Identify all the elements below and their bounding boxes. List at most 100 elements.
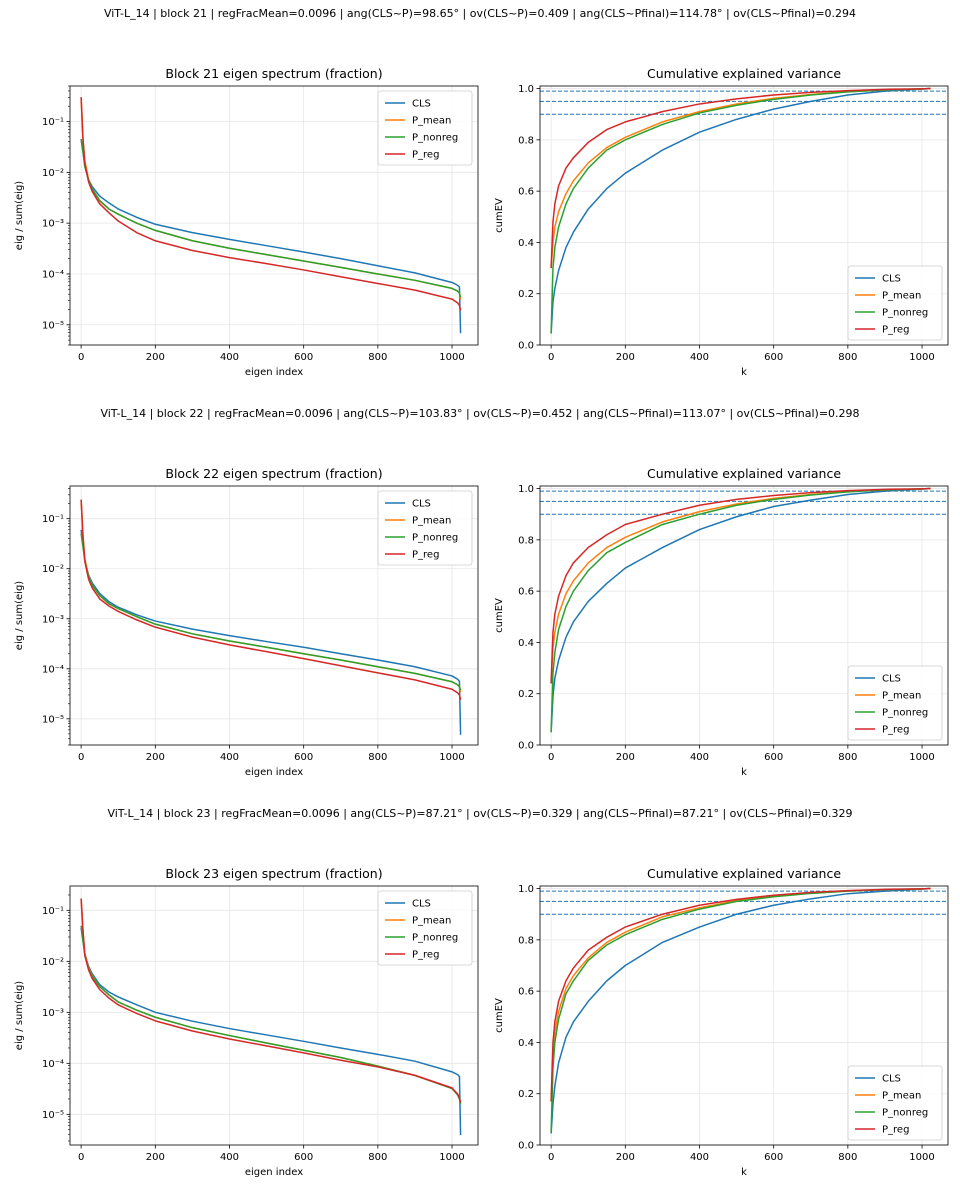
y-tick-label: 0.6 (518, 987, 534, 998)
y-tick-label: 10⁻³ (42, 614, 64, 625)
legend-label: P_reg (882, 725, 909, 736)
x-tick-label: 0 (548, 752, 554, 763)
legend-label: P_mean (882, 1091, 921, 1102)
panel-title: Cumulative explained variance (647, 66, 841, 81)
x-tick-label: 600 (764, 1152, 783, 1163)
x-tick-label: 200 (616, 1152, 635, 1163)
y-tick-label: 0.4 (518, 238, 534, 249)
x-tick-label: 800 (838, 352, 857, 363)
x-tick-label: 800 (838, 752, 857, 763)
block-row-21: ViT-L_14 | block 21 | regFracMean=0.0096… (14, 7, 949, 378)
x-axis-label: k (741, 767, 747, 778)
legend: CLS P_mean P_nonreg P_reg (377, 890, 473, 966)
series-line-p-reg (80, 898, 462, 1103)
x-tick-label: 1000 (439, 1152, 464, 1163)
x-tick-label: 0 (78, 752, 84, 763)
y-tick-label: 10⁻⁵ (42, 1110, 64, 1121)
legend-label: P_mean (412, 916, 451, 927)
x-tick-label: 400 (690, 1152, 709, 1163)
y-tick-label: 0.4 (518, 638, 534, 649)
y-axis-label: cumEV (494, 198, 505, 233)
panel-title: Cumulative explained variance (647, 466, 841, 481)
legend: CLS P_mean P_nonreg P_reg (847, 265, 943, 341)
series-line-cls (80, 139, 462, 334)
series-line-p-reg (550, 887, 931, 1102)
panel-title: Block 21 eigen spectrum (fraction) (165, 66, 382, 81)
x-tick-label: 600 (294, 352, 313, 363)
legend: CLS P_mean P_nonreg P_reg (847, 665, 943, 741)
legend-box (847, 265, 943, 341)
y-tick-label: 0.4 (518, 1038, 534, 1049)
legend-box (847, 1065, 943, 1141)
x-tick-label: 800 (838, 1152, 857, 1163)
x-tick-label: 0 (548, 352, 554, 363)
x-tick-label: 800 (368, 1152, 387, 1163)
x-tick-label: 200 (146, 1152, 165, 1163)
x-tick-label: 200 (146, 352, 165, 363)
legend-label: P_mean (412, 116, 451, 127)
x-tick-label: 1000 (909, 1152, 934, 1163)
x-tick-label: 600 (294, 752, 313, 763)
series-line-p-reg (550, 87, 931, 269)
x-tick-label: 200 (146, 752, 165, 763)
x-axis-label: eigen index (245, 367, 303, 378)
y-tick-label: 0.2 (518, 289, 534, 300)
block-row-23: ViT-L_14 | block 23 | regFracMean=0.0096… (14, 807, 949, 1178)
y-tick-label: 0.2 (518, 689, 534, 700)
x-tick-label: 1000 (909, 352, 934, 363)
y-tick-label: 10⁻¹ (42, 514, 64, 525)
x-tick-label: 400 (220, 752, 239, 763)
legend-box (847, 665, 943, 741)
x-tick-label: 200 (616, 352, 635, 363)
legend-label: P_reg (412, 550, 439, 561)
y-tick-label: 0.6 (518, 587, 534, 598)
x-tick-label: 0 (78, 352, 84, 363)
y-tick-label: 0.0 (518, 741, 534, 752)
legend-label: CLS (412, 99, 431, 110)
x-tick-label: 200 (616, 752, 635, 763)
eigen-spectrum-panel: 0 200 400 600 800 1000 10⁻⁵ 10⁻⁴ 10⁻³ 10⁻² 10⁻¹ Blo… (14, 866, 479, 1178)
series-line-p-reg (550, 487, 931, 684)
x-tick-label: 600 (764, 352, 783, 363)
series-group (550, 887, 931, 1134)
panel-title: Block 22 eigen spectrum (fraction) (165, 466, 382, 481)
suptitle: ViT-L_14 | block 23 | regFracMean=0.0096… (107, 807, 852, 820)
legend: CLS P_mean P_nonreg P_reg (847, 1065, 943, 1141)
series-group (550, 487, 931, 733)
y-tick-label: 10⁻³ (42, 219, 64, 230)
series-line-p-nonreg (80, 533, 462, 691)
y-tick-label: 0.0 (518, 1141, 534, 1152)
y-tick-label: 10⁻³ (42, 1008, 64, 1019)
legend-box (377, 890, 473, 966)
x-tick-label: 1000 (909, 752, 934, 763)
y-axis-label: eig / sum(eig) (14, 181, 25, 250)
y-tick-label: 10⁻⁵ (42, 714, 64, 725)
legend-label: P_mean (882, 291, 921, 302)
axes-frame (539, 485, 949, 746)
axes-frame (69, 485, 479, 746)
legend-label: P_nonreg (412, 533, 458, 544)
y-tick-label: 10⁻¹ (42, 906, 64, 917)
series-line-cls (550, 87, 931, 334)
y-tick-label: 0.2 (518, 1089, 534, 1100)
series-line-p-mean (550, 487, 931, 684)
eigen-spectrum-panel: 0 200 400 600 800 1000 10⁻⁵ 10⁻⁴ 10⁻³ 10⁻² 10⁻¹ Blo… (14, 466, 479, 778)
cumulative-variance-panel: 0 200 400 600 800 1000 0.0 0.2 0.4 0.6 0.8 1.0 Cumul… (494, 466, 949, 778)
x-tick-label: 0 (548, 1152, 554, 1163)
legend: CLS P_mean P_nonreg P_reg (377, 490, 473, 566)
y-tick-label: 1.0 (518, 884, 534, 895)
x-tick-label: 400 (220, 1152, 239, 1163)
y-tick-label: 0.0 (518, 341, 534, 352)
legend-label: P_reg (412, 950, 439, 961)
x-tick-label: 800 (368, 752, 387, 763)
legend-label: CLS (412, 499, 431, 510)
series-group (80, 898, 462, 1136)
legend-label: P_nonreg (412, 133, 458, 144)
series-line-p-nonreg (550, 87, 931, 334)
y-tick-label: 10⁻⁵ (42, 320, 64, 331)
y-tick-label: 0.8 (518, 935, 534, 946)
y-axis-label: eig / sum(eig) (14, 581, 25, 650)
x-axis-label: k (741, 1167, 747, 1178)
x-tick-label: 1000 (439, 752, 464, 763)
